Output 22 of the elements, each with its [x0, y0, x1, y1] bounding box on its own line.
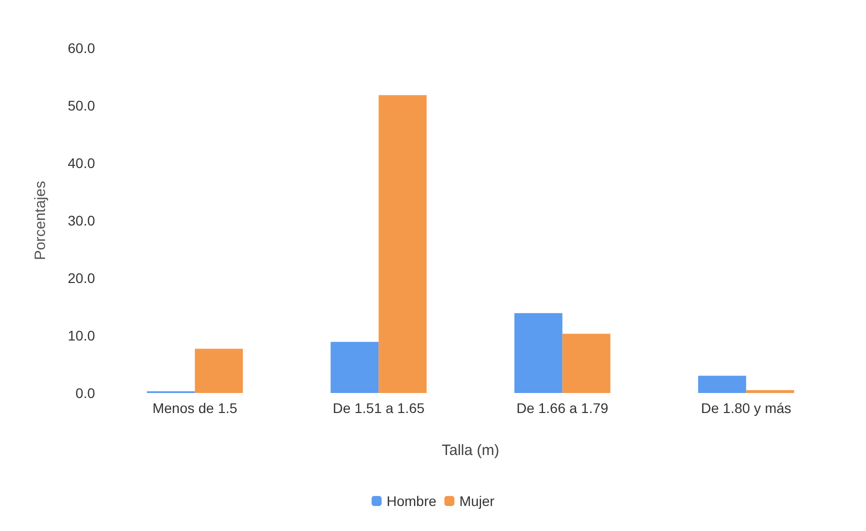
y-tick-label: 20.0	[68, 270, 96, 286]
x-axis-title: Talla (m)	[442, 442, 500, 459]
x-tick-label: De 1.66 a 1.79	[516, 400, 609, 416]
y-tick-label: 10.0	[68, 328, 96, 344]
bar	[330, 342, 379, 393]
bar	[194, 348, 243, 393]
bar	[378, 95, 427, 393]
bar	[514, 313, 562, 393]
x-tick-label: De 1.51 a 1.65	[332, 400, 425, 416]
x-tick-label: Menos de 1.5	[152, 400, 238, 416]
y-tick-label: 0.0	[76, 385, 96, 401]
y-tick-label: 50.0	[68, 98, 96, 114]
y-tick-label: 60.0	[68, 40, 96, 56]
bar	[562, 334, 610, 393]
y-tick-label: 40.0	[68, 155, 96, 171]
bar	[746, 390, 794, 393]
legend-label: Hombre	[386, 493, 437, 509]
bar	[698, 376, 746, 393]
y-axis-title: Porcentajes	[32, 180, 49, 260]
x-tick-label: De 1.80 y más	[700, 400, 792, 416]
legend-label: Mujer	[459, 493, 495, 509]
y-tick-label: 30.0	[68, 212, 96, 228]
